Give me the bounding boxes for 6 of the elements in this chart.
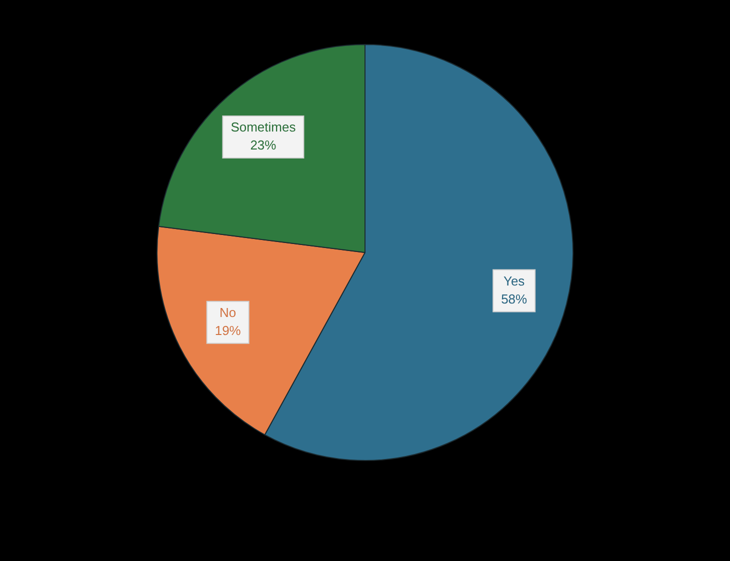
slice-label: No [220,304,236,320]
data-label: 19% [214,322,242,338]
data-label: 58% [501,291,528,306]
data-label: 23% [250,138,277,153]
slice-label: Yes [503,273,526,288]
slice-label: Sometimes [230,120,296,135]
